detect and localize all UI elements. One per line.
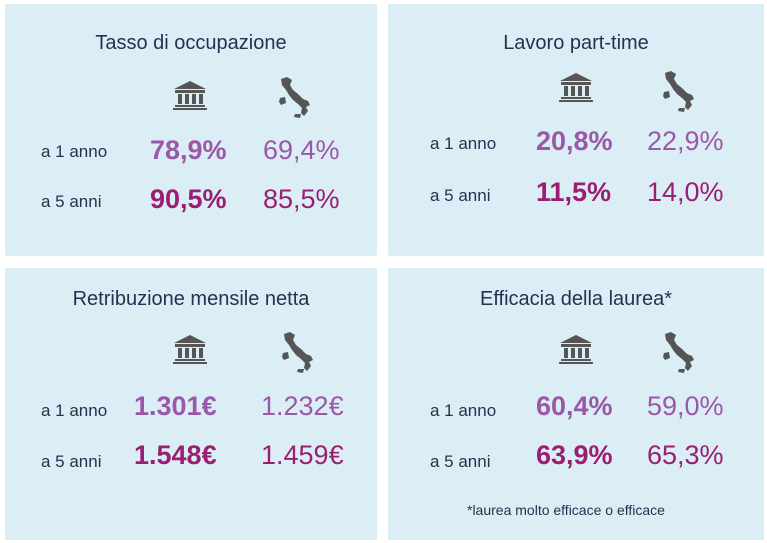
italy-value-5-anni: 65,3% [647,440,724,470]
italy-value-5-anni: 14,0% [647,177,724,207]
card-tasso-occupazione: Tasso di occupazione a 1 anno 78,9% 69,4… [5,4,377,256]
uni-value-1-anno: 20,8% [536,126,613,156]
uni-value-1-anno: 1.301€ [134,391,217,421]
card-efficacia-laurea: Efficacia della laurea* a 1 anno 60,4% 5… [388,268,764,540]
italy-value-5-anni: 1.459€ [261,440,344,470]
italy-value-1-anno: 59,0% [647,391,724,421]
uni-value-1-anno: 60,4% [536,391,613,421]
card-title: Efficacia della laurea* [480,288,672,310]
row-label-1-anno: a 1 anno [41,401,108,420]
uni-value-5-anni: 11,5% [536,177,612,207]
card-title: Tasso di occupazione [95,32,287,54]
university-building-icon [173,81,207,110]
uni-value-5-anni: 1.548€ [134,440,217,470]
card-title: Retribuzione mensile netta [72,288,310,310]
italy-map-icon [279,77,310,118]
university-building-icon [559,73,593,102]
uni-value-5-anni: 63,9% [536,440,613,470]
row-label-1-anno: a 1 anno [430,401,497,420]
italy-map-icon [282,332,313,373]
uni-value-5-anni: 90,5% [150,184,227,214]
row-label-5-anni: a 5 anni [430,186,491,205]
footnote: *laurea molto efficace o efficace [467,502,665,518]
italy-value-5-anni: 85,5% [263,184,340,214]
university-building-icon [173,335,207,364]
row-label-5-anni: a 5 anni [41,452,102,471]
card-lavoro-part-time: Lavoro part-time a 1 anno 20,8% 22,9% a … [388,4,764,256]
italy-value-1-anno: 69,4% [263,135,340,165]
italy-value-1-anno: 22,9% [647,126,724,156]
card-retribuzione-mensile: Retribuzione mensile netta a 1 anno 1.30… [5,268,377,540]
university-building-icon [559,335,593,364]
row-label-5-anni: a 5 anni [41,192,102,211]
row-label-1-anno: a 1 anno [430,134,497,153]
italy-map-icon [663,332,694,373]
uni-value-1-anno: 78,9% [150,135,227,165]
card-title: Lavoro part-time [503,32,649,54]
row-label-5-anni: a 5 anni [430,452,491,471]
italy-value-1-anno: 1.232€ [261,391,344,421]
row-label-1-anno: a 1 anno [41,142,108,161]
italy-map-icon [663,71,694,112]
